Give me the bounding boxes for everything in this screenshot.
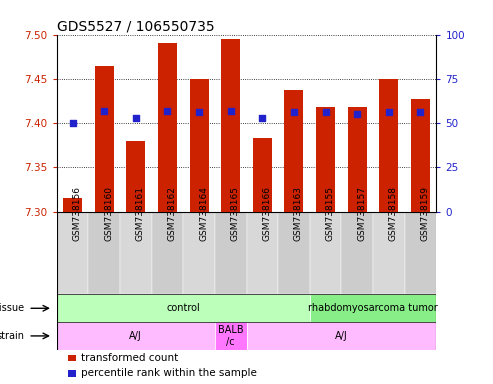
Point (385, 109, 393, 116)
Point (417, 109, 424, 116)
Bar (316, 107, 335, 212)
Bar (120, 212, 152, 295)
Bar (95, 66, 113, 212)
Bar (57, 212, 88, 295)
Bar (126, 141, 145, 212)
Text: GSM738165: GSM738165 (231, 187, 240, 242)
Bar (278, 212, 310, 295)
Bar (158, 43, 177, 212)
Bar (57, 295, 310, 322)
Bar (246, 322, 436, 350)
Bar (380, 79, 398, 212)
Bar (189, 79, 209, 212)
Text: GSM738163: GSM738163 (294, 187, 303, 242)
Text: control: control (166, 303, 200, 313)
Bar (68, 370, 76, 376)
Text: GSM738161: GSM738161 (136, 187, 145, 242)
Bar (310, 212, 341, 295)
Bar (215, 322, 246, 350)
Text: GSM738166: GSM738166 (262, 187, 271, 242)
Bar (221, 39, 240, 212)
Bar (341, 212, 373, 295)
Text: GSM738155: GSM738155 (325, 187, 335, 242)
Bar (310, 295, 436, 322)
Point (258, 115, 266, 121)
Text: GSM738156: GSM738156 (72, 187, 81, 242)
Bar (348, 107, 367, 212)
Bar (284, 90, 304, 212)
Text: GDS5527 / 106550735: GDS5527 / 106550735 (57, 20, 214, 33)
Text: GSM738162: GSM738162 (168, 187, 176, 242)
Bar (88, 212, 120, 295)
Point (69, 120, 76, 126)
Point (132, 115, 140, 121)
Point (100, 108, 108, 114)
Bar (152, 212, 183, 295)
Point (290, 109, 298, 116)
Text: GSM738159: GSM738159 (421, 187, 429, 242)
Text: GSM738160: GSM738160 (104, 187, 113, 242)
Text: tissue: tissue (0, 303, 25, 313)
Point (353, 111, 361, 117)
Text: transformed count: transformed count (81, 353, 178, 362)
Point (195, 109, 203, 116)
Text: strain: strain (0, 331, 25, 341)
Bar (183, 212, 215, 295)
Bar (68, 354, 76, 361)
Bar (411, 99, 430, 212)
Point (321, 109, 329, 116)
Text: GSM738157: GSM738157 (357, 187, 366, 242)
Bar (246, 212, 278, 295)
Text: GSM738158: GSM738158 (389, 187, 398, 242)
Point (227, 108, 235, 114)
Text: rhabdomyosarcoma tumor: rhabdomyosarcoma tumor (308, 303, 438, 313)
Text: A/J: A/J (335, 331, 348, 341)
Bar (373, 212, 405, 295)
Bar (63, 198, 82, 212)
Text: BALB
/c: BALB /c (218, 325, 244, 347)
Bar (215, 212, 246, 295)
Text: GSM738164: GSM738164 (199, 187, 208, 242)
Text: A/J: A/J (129, 331, 142, 341)
Text: percentile rank within the sample: percentile rank within the sample (81, 368, 257, 378)
Point (164, 108, 172, 114)
Bar (253, 138, 272, 212)
Bar (57, 322, 215, 350)
Bar (405, 212, 436, 295)
